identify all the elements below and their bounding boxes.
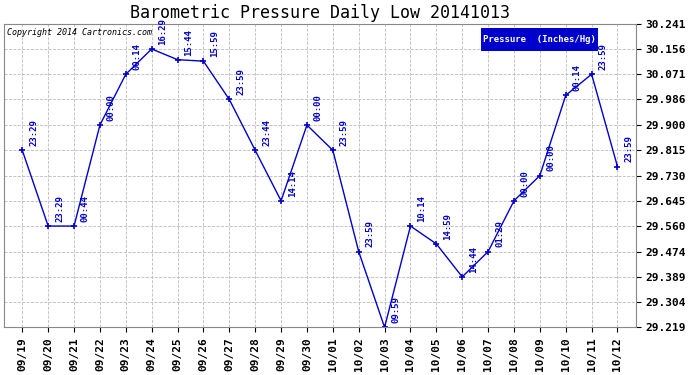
Text: 00:14: 00:14 [132,43,141,70]
Text: 00:00: 00:00 [107,94,116,121]
Text: 14:14: 14:14 [288,170,297,196]
Text: Copyright 2014 Cartronics.com: Copyright 2014 Cartronics.com [8,28,152,37]
Text: 01:29: 01:29 [495,220,504,248]
Text: 16:29: 16:29 [159,18,168,45]
Text: 23:29: 23:29 [55,195,64,222]
Text: 23:29: 23:29 [29,119,38,146]
Title: Barometric Pressure Daily Low 20141013: Barometric Pressure Daily Low 20141013 [130,4,510,22]
Text: 00:00: 00:00 [546,144,556,171]
Text: 23:44: 23:44 [262,119,271,146]
Text: 00:00: 00:00 [314,94,323,121]
Text: 15:44: 15:44 [184,28,193,56]
Text: 14:44: 14:44 [469,246,478,273]
Text: 00:00: 00:00 [521,170,530,196]
Text: 00:14: 00:14 [573,64,582,91]
Text: 23:59: 23:59 [598,43,608,70]
Text: 00:44: 00:44 [81,195,90,222]
Text: 23:59: 23:59 [624,136,633,162]
Text: 09:59: 09:59 [391,296,400,323]
Text: 23:59: 23:59 [236,69,245,95]
Text: 15:59: 15:59 [210,30,219,57]
Text: 14:59: 14:59 [443,213,452,240]
Text: 23:59: 23:59 [339,119,348,146]
Text: 10:14: 10:14 [417,195,426,222]
Text: 23:59: 23:59 [366,220,375,248]
